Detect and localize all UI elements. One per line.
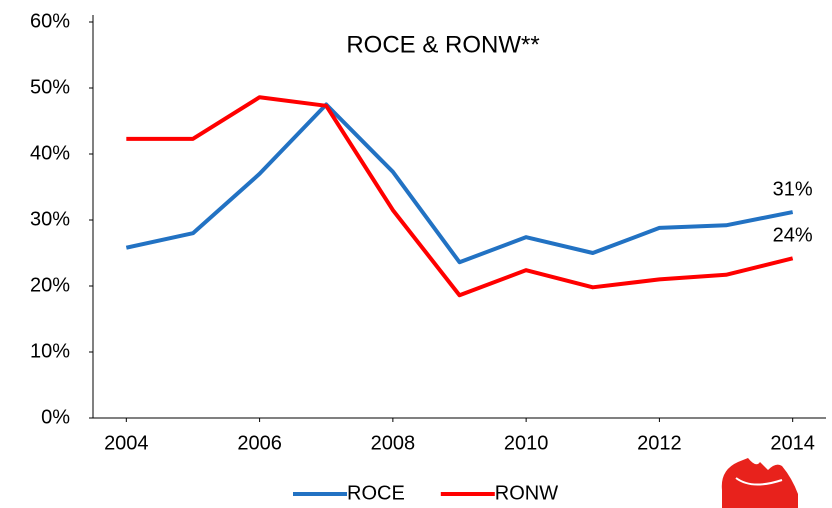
y-tick-label: 20%: [30, 274, 70, 296]
y-tick-label: 30%: [30, 208, 70, 230]
x-tick-label: 2012: [637, 432, 682, 454]
chart-title: ROCE & RONW**: [346, 31, 539, 58]
y-tick-label: 50%: [30, 76, 70, 98]
logo: [721, 458, 798, 508]
x-tick-label: 2010: [504, 432, 549, 454]
y-tick-label: 0%: [41, 406, 70, 428]
y-tick-label: 60%: [30, 10, 70, 32]
logo-detail: [735, 477, 783, 486]
x-tick-label: 2008: [371, 432, 416, 454]
data-label: 31%: [773, 178, 813, 200]
data-label: 24%: [773, 225, 813, 247]
x-tick-label: 2006: [237, 432, 282, 454]
y-tick-label: 10%: [30, 340, 70, 362]
legend-label: ROCE: [347, 482, 405, 504]
x-tick-label: 2014: [770, 432, 815, 454]
line-series: [125, 102, 794, 265]
line-series: [126, 95, 794, 298]
y-tick-label: 40%: [30, 142, 70, 164]
x-tick-label: 2004: [104, 432, 149, 454]
legend-label: RONW: [495, 482, 558, 504]
